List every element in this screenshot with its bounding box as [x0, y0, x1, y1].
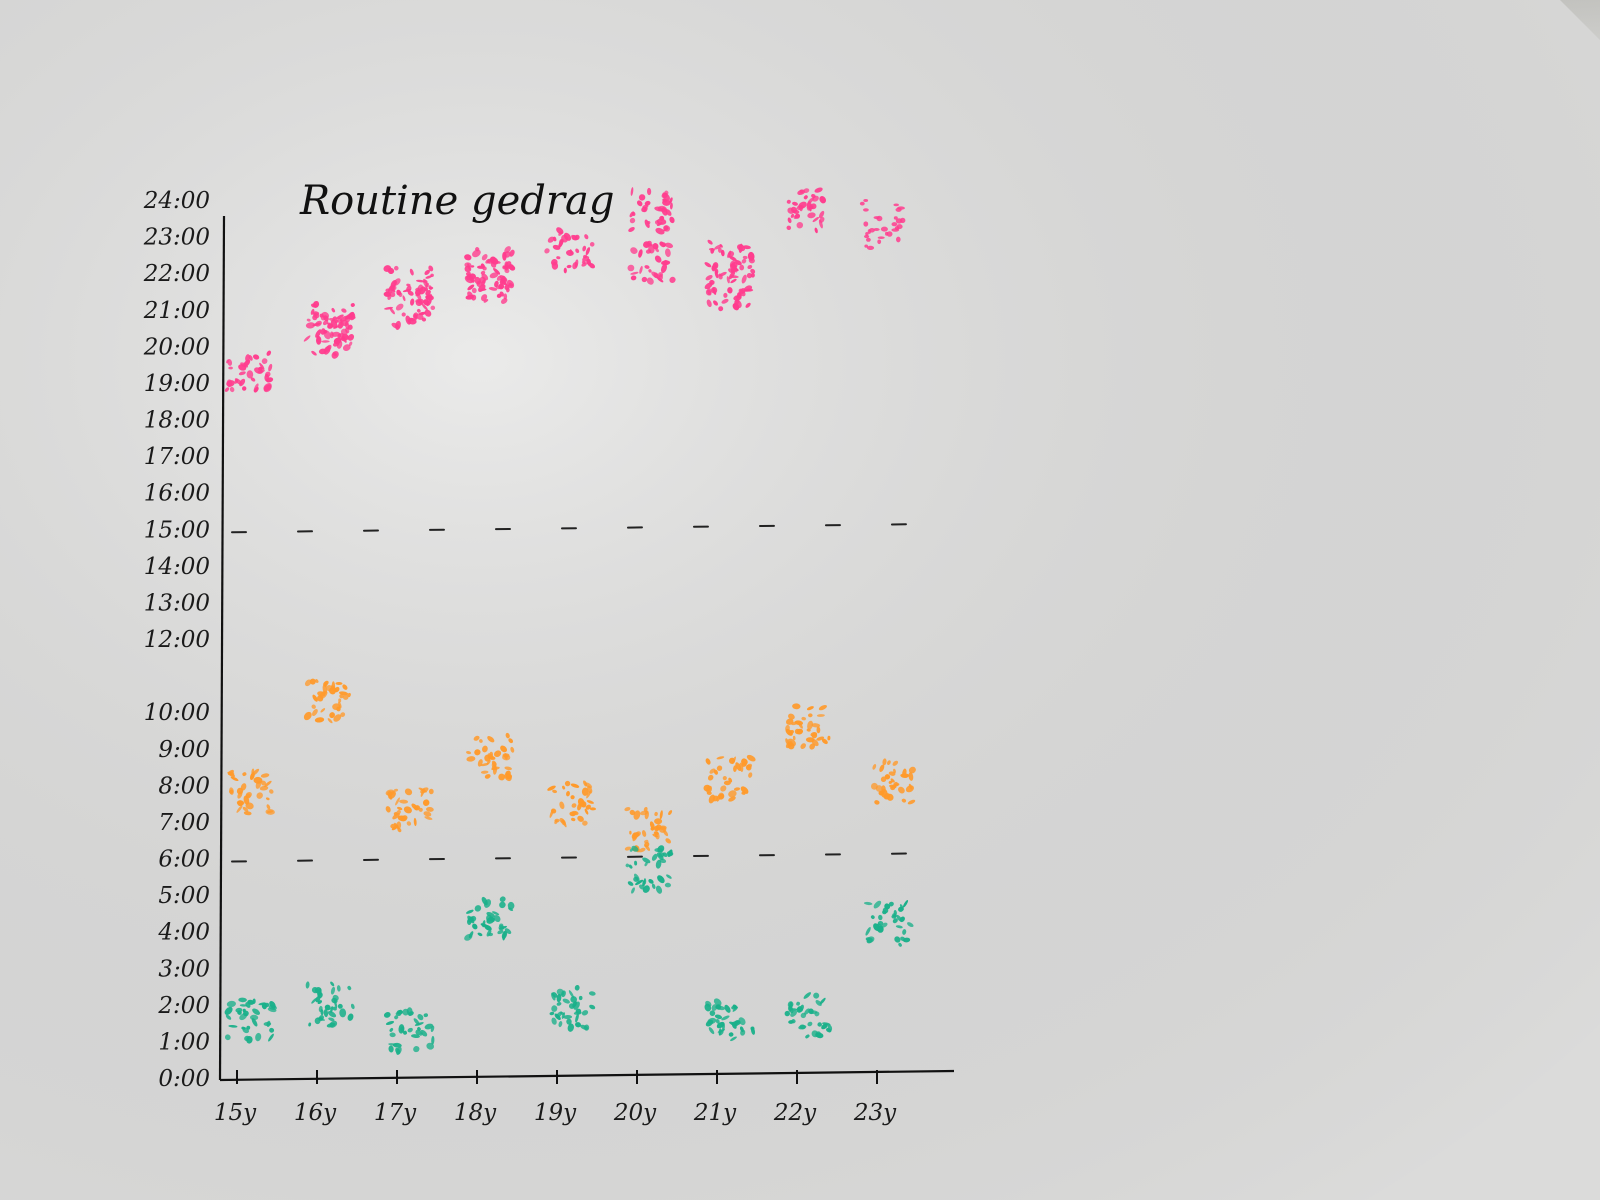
x-tick-label: 21y: [693, 1100, 737, 1126]
data-point: [784, 992, 833, 1039]
series-0: [224, 187, 827, 393]
y-tick-label: 13:00: [144, 590, 210, 616]
data-point: [786, 187, 827, 234]
y-tick-label: 22:00: [143, 261, 210, 287]
reference-line: [231, 523, 911, 534]
data-point: [547, 780, 596, 828]
series-layer: [224, 187, 916, 1055]
data-point: [464, 246, 515, 291]
data-point: [871, 758, 916, 805]
y-tick-label: 9:00: [158, 737, 210, 763]
chart-title: Routine gedrag: [299, 178, 614, 224]
y-tick-label: 1:00: [158, 1029, 210, 1055]
y-tick-label: 10:00: [144, 700, 210, 726]
data-point: [704, 263, 756, 312]
y-tick-label: 18:00: [144, 408, 210, 434]
y-tick-label: 5:00: [158, 883, 210, 909]
data-point: [704, 998, 756, 1042]
y-tick-label: 4:00: [157, 920, 210, 946]
y-tick-label: 19:00: [144, 371, 210, 397]
y-tick-label: 17:00: [144, 444, 210, 470]
x-tick-label: 20y: [613, 1100, 657, 1126]
data-point: [703, 754, 756, 804]
x-axis-ticks: 15y 16y 17y 18y 19y 20y 21y 22y 23y: [214, 1070, 897, 1126]
data-point: [466, 732, 515, 782]
data-point: [785, 703, 831, 750]
data-point: [544, 227, 596, 274]
y-tick-label: 2:00: [157, 993, 210, 1019]
reference-line: [231, 852, 911, 863]
data-point: [305, 981, 355, 1028]
x-tick-label: 23y: [853, 1100, 897, 1126]
data-point: [224, 997, 277, 1044]
data-point: [383, 1007, 435, 1055]
x-tick-label: 16y: [294, 1100, 337, 1126]
data-point: [383, 283, 436, 330]
x-tick-label: 17y: [374, 1100, 417, 1126]
data-point: [859, 199, 906, 250]
data-point: [863, 900, 914, 947]
x-tick-label: 22y: [773, 1100, 817, 1126]
data-point: [625, 845, 674, 894]
data-point: [383, 265, 434, 311]
y-tick-label: 7:00: [158, 810, 210, 836]
x-axis-line: [219, 1069, 955, 1082]
series-2: [224, 845, 914, 1055]
y-tick-label: 16:00: [144, 481, 210, 507]
data-point: [303, 678, 351, 724]
data-point: [627, 240, 676, 285]
y-tick-label: 20:00: [143, 334, 210, 360]
data-point: [303, 300, 356, 349]
data-point: [227, 768, 275, 816]
data-point: [624, 806, 673, 853]
y-axis-line: [218, 215, 226, 1081]
y-tick-label: 24:00: [143, 188, 210, 214]
reference-lines: [231, 523, 911, 863]
y-tick-label: 15:00: [144, 517, 210, 543]
y-tick-label: 21:00: [143, 298, 210, 324]
y-tick-label: 12:00: [144, 627, 210, 653]
y-tick-label: 6:00: [158, 847, 210, 873]
x-tick-label: 19y: [534, 1100, 577, 1126]
series-1: [227, 678, 916, 853]
data-point: [224, 350, 274, 393]
x-tick-label: 18y: [454, 1100, 497, 1126]
data-point: [385, 787, 434, 833]
y-tick-label: 23:00: [143, 225, 210, 251]
data-point: [464, 896, 515, 941]
y-tick-label: 0:00: [158, 1066, 210, 1092]
y-tick-label: 3:00: [158, 956, 210, 982]
x-tick-label: 15y: [214, 1100, 257, 1126]
data-point: [549, 985, 596, 1032]
data-point: [628, 187, 675, 235]
y-tick-label: 14:00: [144, 554, 210, 580]
y-tick-label: 8:00: [158, 773, 210, 799]
y-axis-ticks: 0:00 1:00 2:00 3:00 4:00 5:00 6:00 7:00 8:00 9:00…: [143, 188, 210, 1092]
